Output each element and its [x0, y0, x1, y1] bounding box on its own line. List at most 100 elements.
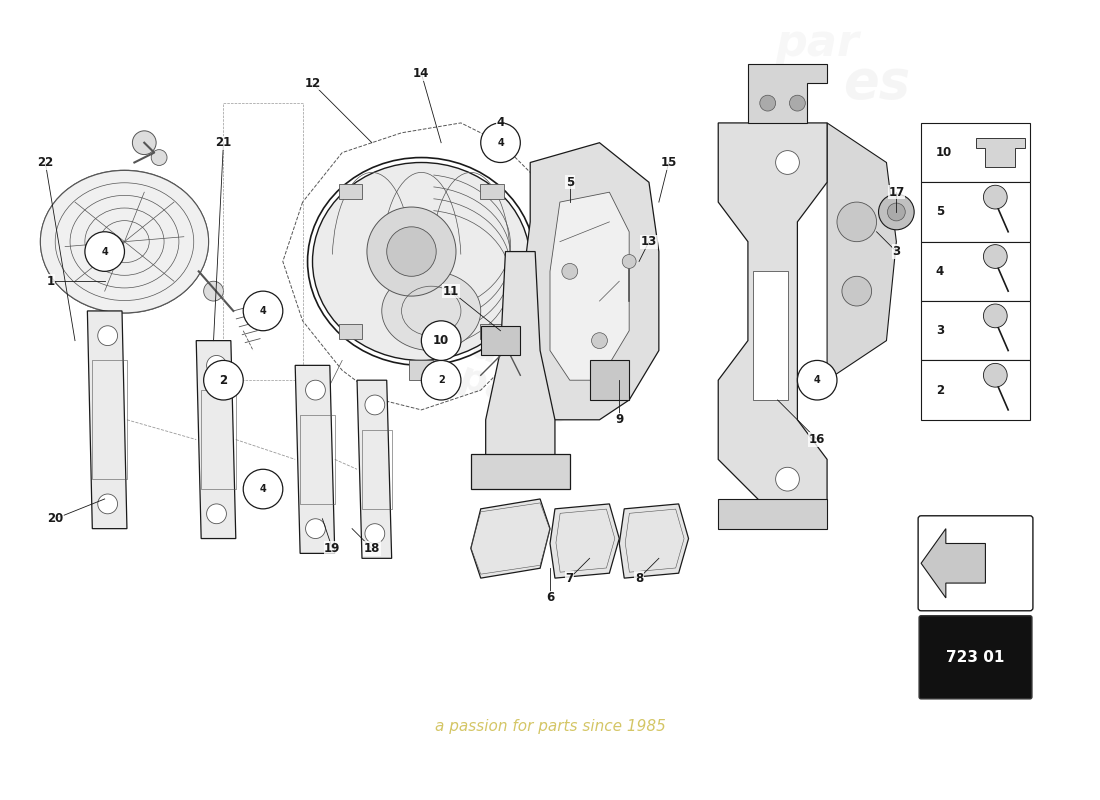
Polygon shape — [619, 504, 689, 578]
Polygon shape — [921, 529, 986, 598]
Circle shape — [562, 263, 578, 279]
Polygon shape — [87, 311, 126, 529]
Circle shape — [776, 150, 800, 174]
Text: 4: 4 — [101, 246, 108, 257]
Circle shape — [243, 291, 283, 330]
Bar — [504, 333, 516, 349]
Bar — [921, 182, 1030, 242]
Bar — [613, 371, 624, 393]
Bar — [486, 333, 497, 349]
Text: 4: 4 — [260, 306, 266, 316]
Bar — [339, 323, 362, 339]
Text: 8: 8 — [635, 572, 643, 585]
Circle shape — [421, 321, 461, 361]
Circle shape — [207, 504, 227, 524]
Bar — [92, 361, 126, 479]
Polygon shape — [486, 251, 554, 459]
Bar — [718, 499, 827, 529]
Circle shape — [760, 95, 775, 111]
Text: 20: 20 — [47, 512, 64, 526]
Text: 10: 10 — [434, 336, 448, 346]
Bar — [471, 454, 570, 489]
Circle shape — [365, 395, 385, 415]
Circle shape — [983, 363, 1008, 387]
Circle shape — [842, 276, 871, 306]
Polygon shape — [748, 63, 827, 123]
Bar — [594, 371, 606, 393]
Bar — [481, 323, 504, 339]
Polygon shape — [976, 138, 1025, 167]
Polygon shape — [550, 192, 629, 380]
Text: 9: 9 — [615, 414, 624, 426]
Circle shape — [481, 123, 520, 162]
Text: a passion for parts since 1985: a passion for parts since 1985 — [434, 719, 666, 734]
Circle shape — [592, 333, 607, 349]
Text: 2: 2 — [219, 374, 228, 386]
Bar — [201, 390, 235, 489]
Text: 2: 2 — [220, 375, 227, 386]
Text: 4: 4 — [260, 484, 266, 494]
Text: eurocar
parts: eurocar parts — [429, 318, 612, 442]
FancyBboxPatch shape — [918, 516, 1033, 610]
Bar — [300, 415, 334, 504]
Text: 22: 22 — [37, 156, 54, 169]
Circle shape — [983, 245, 1008, 268]
FancyBboxPatch shape — [920, 616, 1032, 699]
Ellipse shape — [41, 170, 209, 313]
Text: 10: 10 — [433, 334, 449, 347]
Ellipse shape — [382, 271, 481, 350]
Circle shape — [306, 518, 326, 538]
Bar — [590, 361, 629, 400]
Polygon shape — [550, 504, 619, 578]
Circle shape — [306, 380, 326, 400]
Polygon shape — [471, 499, 550, 578]
Text: 19: 19 — [324, 542, 341, 555]
Circle shape — [132, 131, 156, 154]
Circle shape — [204, 282, 223, 301]
Circle shape — [365, 524, 385, 543]
Text: 15: 15 — [661, 156, 676, 169]
Circle shape — [151, 150, 167, 166]
Bar — [339, 183, 362, 199]
Bar — [481, 326, 520, 355]
Ellipse shape — [312, 162, 530, 361]
Text: 7: 7 — [565, 572, 574, 585]
Bar — [921, 123, 1030, 182]
Polygon shape — [295, 366, 334, 554]
Text: 723 01: 723 01 — [946, 650, 1004, 665]
Circle shape — [798, 361, 837, 400]
Circle shape — [98, 494, 118, 514]
Text: 4: 4 — [496, 117, 505, 130]
Bar — [409, 361, 433, 380]
Text: 3: 3 — [936, 324, 944, 338]
Text: 16: 16 — [808, 433, 825, 446]
Bar — [481, 183, 504, 199]
Circle shape — [204, 361, 243, 400]
Text: 13: 13 — [641, 235, 657, 248]
Text: 5: 5 — [565, 176, 574, 189]
Text: 4: 4 — [936, 265, 944, 278]
Circle shape — [207, 355, 227, 375]
Text: 17: 17 — [888, 186, 904, 198]
Bar — [362, 430, 392, 509]
Text: 12: 12 — [305, 77, 320, 90]
Text: 5: 5 — [936, 206, 944, 218]
Text: 18: 18 — [364, 542, 381, 555]
Circle shape — [776, 467, 800, 491]
Circle shape — [243, 470, 283, 509]
Circle shape — [98, 326, 118, 346]
Circle shape — [85, 232, 124, 271]
Text: 21: 21 — [216, 136, 232, 150]
Circle shape — [888, 203, 905, 221]
Bar — [921, 301, 1030, 361]
Polygon shape — [827, 123, 896, 380]
Circle shape — [983, 186, 1008, 209]
Circle shape — [983, 304, 1008, 328]
Text: par: par — [776, 22, 859, 66]
Circle shape — [790, 95, 805, 111]
Text: 3: 3 — [892, 245, 901, 258]
Text: 2: 2 — [438, 375, 444, 386]
Text: 2: 2 — [936, 384, 944, 397]
Text: 14: 14 — [414, 67, 429, 80]
Text: 6: 6 — [546, 591, 554, 605]
